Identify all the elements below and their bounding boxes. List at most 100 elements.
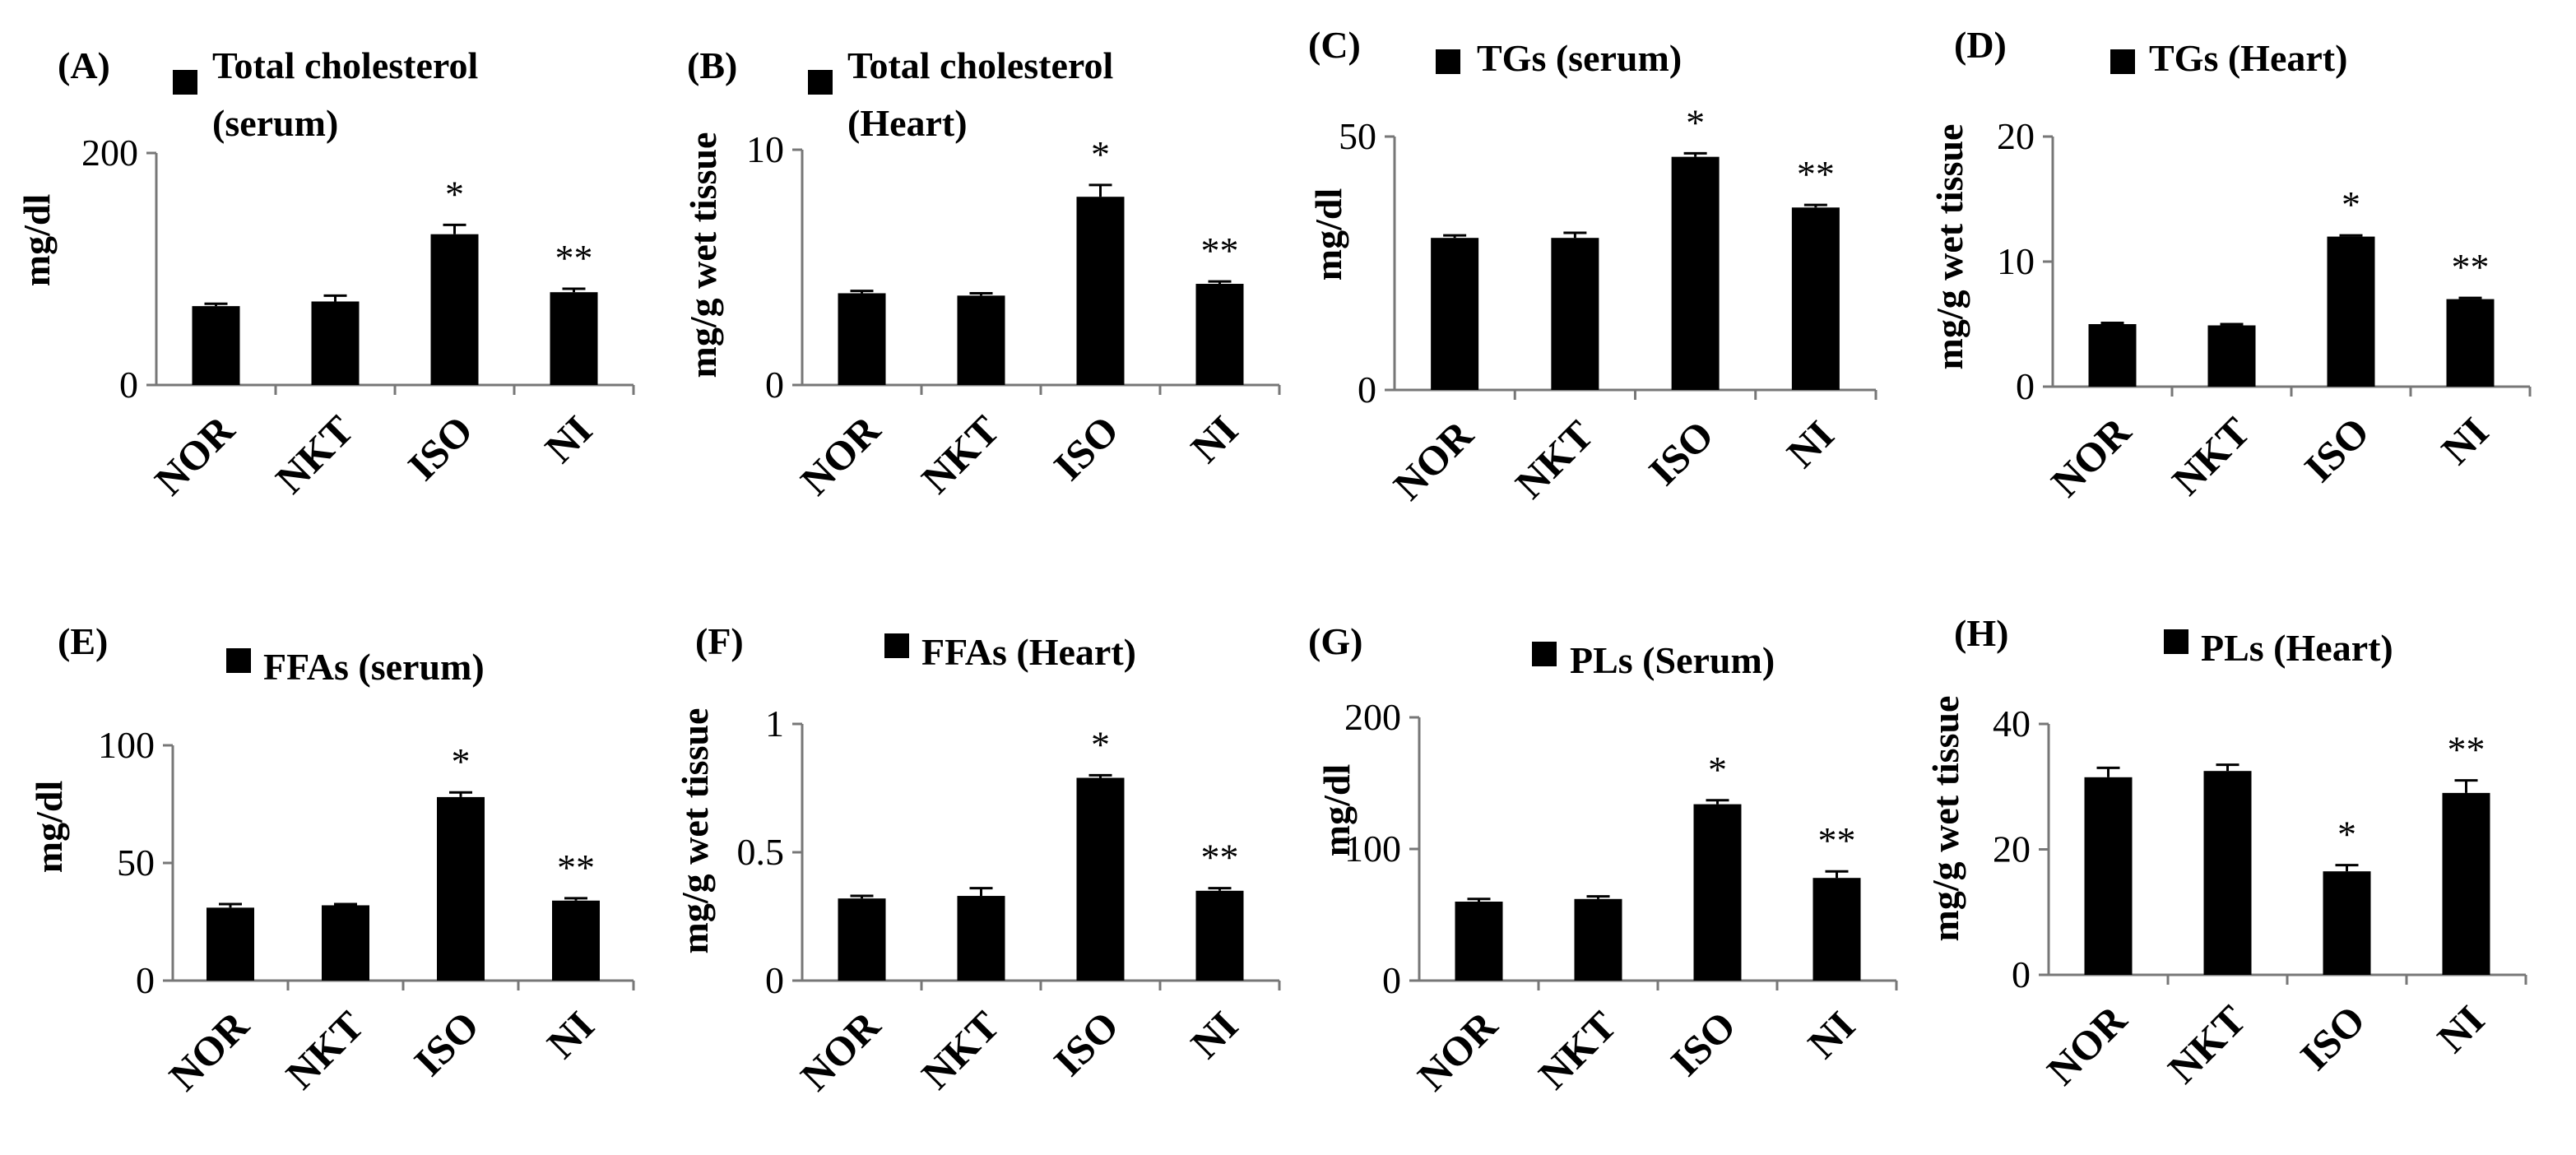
x-tick-label: NOR [1385,411,1483,509]
y-tick-label: 0 [1382,959,1401,1001]
significance-marker: ** [2448,729,2485,771]
bar-ni [1812,878,1861,981]
significance-marker: * [1686,101,1705,143]
bar-ni [552,900,600,981]
panel-b: (B) Total cholesterol (Heart) mg/g wet tiss… [682,44,1281,503]
significance-marker: ** [1797,153,1835,195]
legend-label: Total cholesterol [847,44,1113,86]
bar-iso [2327,236,2375,387]
panel-letter: (F) [695,620,744,662]
bar-ni [2446,299,2495,387]
legend-label: FFAs (Heart) [921,631,1136,673]
legend-swatch [1532,642,1557,666]
panel-g: (G) PLs (Serum) mg/dl 0 100 200 NOR NKT * ISO ** NI [1308,620,1898,1099]
y-tick-label: 10 [746,128,784,170]
panel-letter: (G) [1308,620,1362,662]
x-tick-label: NI [1181,406,1246,471]
x-tick-label: NI [1799,1002,1864,1067]
legend-swatch [884,633,909,658]
panel-e: (E) FFAs (serum) mg/dl 0 50 100 NOR NKT * ISO ** NI [28,620,635,1099]
significance-marker: * [1091,133,1110,175]
y-tick-label: 20 [1993,828,2031,870]
x-tick-label: ISO [2295,408,2379,491]
significance-marker: * [2337,814,2356,856]
bar-iso [1693,804,1742,981]
bar-nor [838,293,886,385]
x-tick-label: NKT [1506,411,1602,507]
x-tick-label: NOR [146,406,244,504]
legend-swatch [808,70,833,95]
significance-marker: * [452,740,471,782]
panel-letter: (H) [1954,612,2008,654]
legend-swatch [1436,49,1460,74]
legend-label: FFAs (serum) [263,646,485,688]
bar-nkt [957,896,1005,981]
x-tick-label: NOR [791,1002,889,1100]
bar-ni [1195,890,1244,981]
legend-label: (serum) [212,102,338,144]
panel-letter: (B) [687,44,737,86]
y-tick-label: 0 [765,959,784,1001]
y-tick-label: 0 [765,364,784,406]
x-tick-label: NOR [2042,408,2140,506]
x-tick-label: NKT [2163,408,2258,503]
legend-label: (Heart) [847,102,968,144]
y-tick-label: 0 [2012,953,2031,995]
x-tick-label: ISO [405,1002,488,1085]
x-tick-label: ISO [1640,411,1723,494]
x-tick-label: ISO [1045,406,1128,489]
y-axis-label: mg/g wet tissue [1924,696,1966,942]
y-axis-label: mg/g wet tissue [682,132,724,378]
y-axis-label: mg/dl [16,194,58,286]
y-tick-label: 0 [1358,369,1376,411]
x-tick-label: NI [536,406,601,471]
legend-label: TGs (Heart) [2149,37,2347,79]
x-tick-label: NOR [2038,996,2136,1094]
significance-marker: ** [557,847,595,888]
y-tick-label: 1 [765,703,784,744]
y-tick-label: 20 [1997,115,2035,157]
bar-nor [2084,777,2133,975]
x-tick-label: NI [2432,408,2497,473]
y-tick-label: 200 [1344,696,1401,738]
significance-marker: ** [555,237,593,279]
y-tick-label: 0 [136,959,155,1001]
significance-marker: ** [1201,230,1239,271]
bar-nkt [1574,898,1622,981]
y-axis-label: mg/g wet tissue [1929,124,1970,370]
bar-iso [1671,156,1720,390]
bar-iso [1076,197,1125,385]
y-tick-label: 200 [81,132,138,174]
panel-h: (H) PLs (Heart) mg/g wet tissue 0 20 40 NOR NKT… [1924,612,2527,1094]
panel-letter: (D) [1954,24,2007,66]
significance-marker: ** [2452,246,2490,288]
x-tick-label: NKT [912,1002,1008,1097]
x-tick-label: NKT [912,406,1008,502]
bar-iso [2323,871,2371,975]
y-tick-label: 50 [1339,115,1376,157]
significance-marker: * [445,173,464,215]
y-tick-label: 0 [119,364,138,406]
significance-marker: * [2342,183,2360,225]
x-tick-label: NKT [2159,996,2254,1092]
bar-ni [2442,792,2490,975]
y-axis-label: mg/dl [1307,188,1349,281]
x-tick-label: ISO [399,406,482,489]
y-tick-label: 50 [117,842,155,884]
x-tick-label: ISO [1045,1002,1128,1085]
panel-c: (C) TGs (serum) mg/dl 0 50 NOR NKT * ISO ** NI [1307,24,1877,509]
bar-nor [1455,902,1503,981]
panel-f: (F) FFAs (Heart) mg/g wet tissue 0 0.5 1 NOR NK… [674,620,1281,1100]
x-tick-label: NI [538,1002,603,1067]
x-tick-label: NKT [267,406,362,502]
significance-marker: ** [1818,819,1856,861]
legend-label: Total cholesterol [212,44,478,86]
legend-swatch [226,648,251,673]
bar-nkt [311,301,360,385]
significance-marker: ** [1201,837,1239,879]
bar-nkt [1551,238,1599,390]
legend-label: TGs (serum) [1477,37,1682,79]
y-tick-label: 40 [1993,703,2031,744]
